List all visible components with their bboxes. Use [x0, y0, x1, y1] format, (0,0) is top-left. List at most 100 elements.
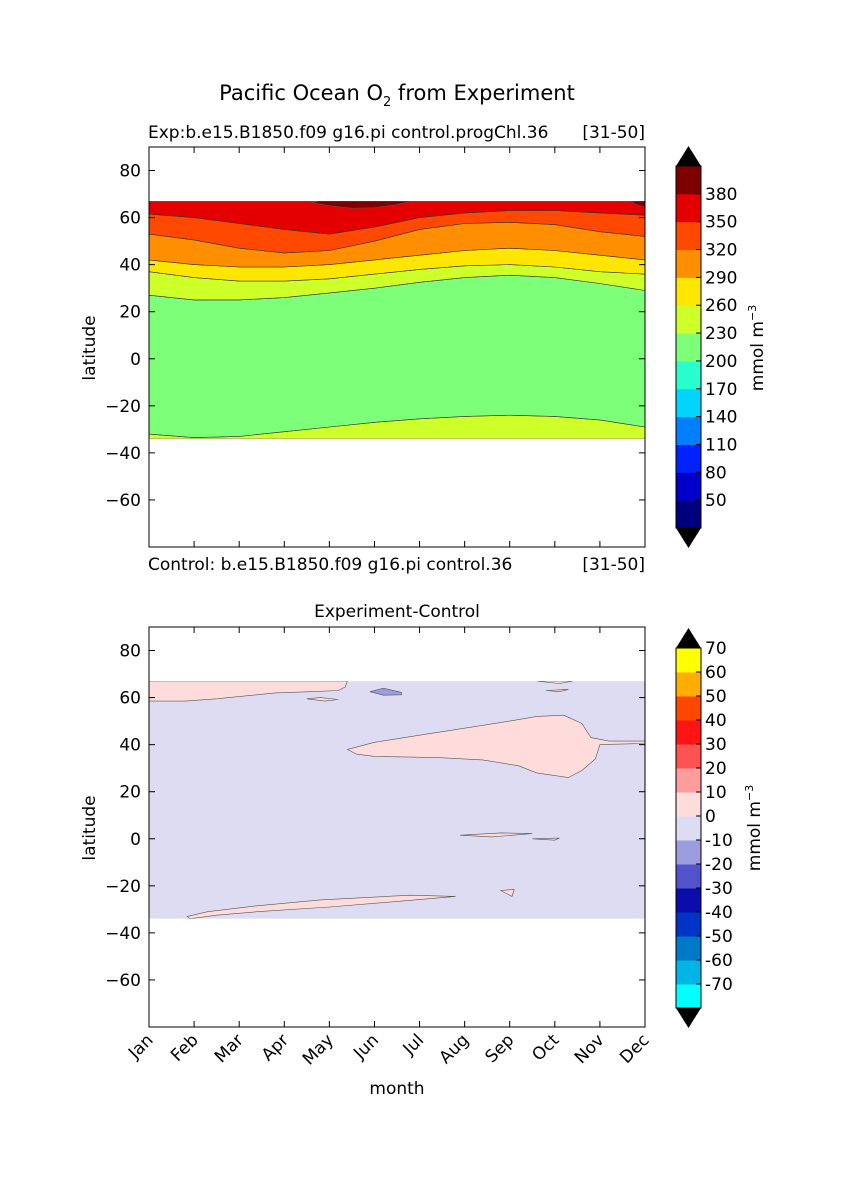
contour-patch	[369, 687, 402, 696]
contour-patch	[311, 201, 411, 209]
panel1-control-caption: Control: b.e15.B1850.f09 g16.pi control.…	[148, 555, 512, 575]
colorbar-tick-label: 20	[705, 759, 727, 779]
contour-patch	[545, 689, 569, 693]
colorbar-swatch	[676, 444, 701, 473]
y-tick-label: 80	[119, 642, 141, 662]
panel2-colorbar-label: mmol m−3	[743, 785, 765, 871]
contour-patch	[499, 889, 515, 897]
panel2-plot-area	[148, 626, 646, 1028]
colorbar-extend-low	[676, 528, 701, 548]
colorbar-swatch	[676, 936, 701, 961]
contour-fields	[149, 681, 645, 919]
colorbar-tick-label: 40	[705, 711, 727, 731]
colorbar-swatch	[676, 768, 701, 793]
y-tick-label: 60	[119, 689, 141, 709]
contour-patch	[346, 714, 645, 778]
x-tick-label: Dec	[616, 1030, 653, 1067]
colorbar-swatch	[676, 500, 701, 529]
colorbar-swatch	[676, 888, 701, 913]
colorbar-swatch	[676, 744, 701, 769]
x-tick-label: Sep	[481, 1030, 518, 1067]
panel1-y-axis: −60 −40 −20 0 20 40 60 80	[105, 162, 645, 511]
y-tick-label: −60	[105, 971, 141, 991]
y-tick-label: −40	[105, 924, 141, 944]
contour-patch	[306, 697, 339, 702]
y-tick-label: 60	[119, 209, 141, 229]
y-tick-label: 0	[130, 350, 141, 370]
colorbar-frame	[675, 165, 702, 529]
panel2-xlabel: month	[369, 1079, 424, 1099]
contour-patch	[536, 681, 573, 684]
panel1-title: Exp:b.e15.B1850.f09 g16.pi control.progC…	[148, 123, 548, 143]
colorbar-tick-label: 380	[705, 185, 737, 205]
figure-title-main: Pacific Ocean O	[219, 81, 383, 105]
x-tick-label: Jun	[349, 1030, 383, 1064]
colorbar-tick-label: -20	[705, 855, 733, 875]
colorbar-tick-label: 50	[705, 687, 727, 707]
colorbar-frame	[675, 647, 702, 1009]
panel1-ylabel: latitude	[80, 315, 100, 380]
panel1-control-range: [31-50]	[582, 555, 645, 575]
colorbar-tick-label: 80	[705, 463, 727, 483]
colorbar-tick-label: 0	[705, 807, 716, 827]
y-tick-label: 40	[119, 736, 141, 756]
x-tick-label: Aug	[436, 1030, 474, 1068]
colorbar-tick-label: 350	[705, 213, 737, 233]
panel2-colorbar: -70 -60 -50 -40 -30 -20 -10 0 10 20 30 40 50 60 70	[675, 628, 733, 1028]
colorbar-swatch	[676, 672, 701, 697]
colorbar-tick-label: -40	[705, 903, 733, 923]
colorbar-tick-label: 70	[705, 639, 727, 659]
contour-patch	[532, 837, 560, 841]
panel1-plot-area	[148, 146, 646, 548]
x-tick-label: Apr	[258, 1030, 293, 1065]
colorbar-tick-label: 260	[705, 296, 737, 316]
colorbar-tick-label: -30	[705, 879, 733, 899]
colorbar-swatch	[676, 333, 701, 362]
contour-patch	[186, 894, 456, 919]
panel1-colorbar-label-sup: −3	[746, 305, 759, 321]
colorbar-swatch	[676, 720, 701, 745]
colorbar-swatch	[676, 472, 701, 501]
panel2-colorbar-label-text: mmol m	[745, 801, 765, 871]
contour-patch	[631, 201, 645, 208]
colorbar-tick-label: 320	[705, 241, 737, 261]
panel1-colorbar-label-text: mmol m	[748, 321, 768, 391]
y-tick-label: 40	[119, 256, 141, 276]
contour-patch	[149, 681, 348, 702]
panel2-y-axis: −60 −40 −20 0 20 40 60 80	[105, 642, 645, 991]
colorbar-swatch	[676, 221, 701, 251]
colorbar-tick-label: 200	[705, 352, 737, 372]
figure-title-subscript: 2	[383, 95, 391, 110]
colorbar-tick-label: 170	[705, 380, 737, 400]
panel2-title: Experiment-Control	[314, 602, 480, 622]
colorbar-tick-label: -50	[705, 927, 733, 947]
y-tick-label: −40	[105, 444, 141, 464]
y-tick-label: 20	[119, 303, 141, 323]
figure-title: Pacific Ocean O2 from Experiment	[219, 81, 575, 110]
panel-experiment: Exp:b.e15.B1850.f09 g16.pi control.progC…	[80, 123, 768, 575]
x-tick-label: Oct	[528, 1030, 563, 1065]
plot-frame	[148, 626, 646, 1028]
panel1-colorbar: 50 80 110 140 170 200 230 260 290 320 350 380	[675, 146, 737, 548]
colorbar-tick-label: 50	[705, 491, 727, 511]
y-tick-label: −20	[105, 397, 141, 417]
x-tick-label: Jul	[399, 1030, 428, 1059]
panel2-ylabel: latitude	[80, 795, 100, 860]
colorbar-tick-label: 110	[705, 435, 737, 455]
colorbar-swatch	[676, 193, 701, 223]
colorbar-swatch	[676, 912, 701, 937]
colorbar-swatch	[676, 360, 701, 390]
contour-fields	[149, 201, 645, 439]
colorbar-tick-label: -60	[705, 951, 733, 971]
plot-frame	[148, 146, 646, 548]
colorbar-extend-high	[676, 628, 701, 648]
panel1-colorbar-label: mmol m−3	[746, 305, 768, 391]
x-tick-label: Nov	[571, 1030, 609, 1068]
colorbar-swatch	[676, 416, 701, 445]
colorbar-swatch	[676, 696, 701, 721]
colorbar-tick-label: 30	[705, 735, 727, 755]
y-tick-label: −20	[105, 877, 141, 897]
colorbar-tick-label: -70	[705, 975, 733, 995]
colorbar-swatch	[676, 249, 701, 278]
